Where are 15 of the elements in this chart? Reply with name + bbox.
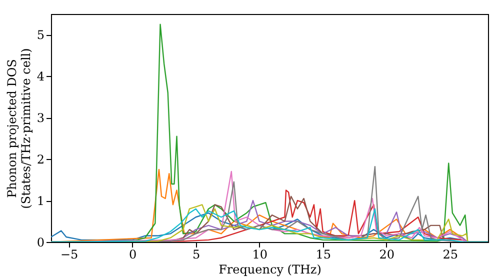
x-tick-label: 20 xyxy=(379,248,395,262)
x-tick-label: 5 xyxy=(192,248,200,262)
y-tick-label: 1 xyxy=(36,194,44,208)
x-tick-label: 25 xyxy=(442,248,458,262)
y-axis-title: Phonon projected DOS (States/THz·primitive cell) xyxy=(4,48,33,209)
x-tick-label: 10 xyxy=(252,248,268,262)
x-tick-label: −5 xyxy=(60,248,78,262)
y-tick-label: 0 xyxy=(36,236,44,250)
y-tick-label: 2 xyxy=(36,152,44,167)
x-tick-label: 15 xyxy=(316,248,331,262)
x-axis-title: Frequency (THz) xyxy=(218,262,322,276)
x-tick-label: 0 xyxy=(128,248,137,262)
y-tick-label: 4 xyxy=(36,70,45,84)
y-tick-label: 5 xyxy=(36,28,44,42)
y-tick-label: 3 xyxy=(36,111,44,126)
